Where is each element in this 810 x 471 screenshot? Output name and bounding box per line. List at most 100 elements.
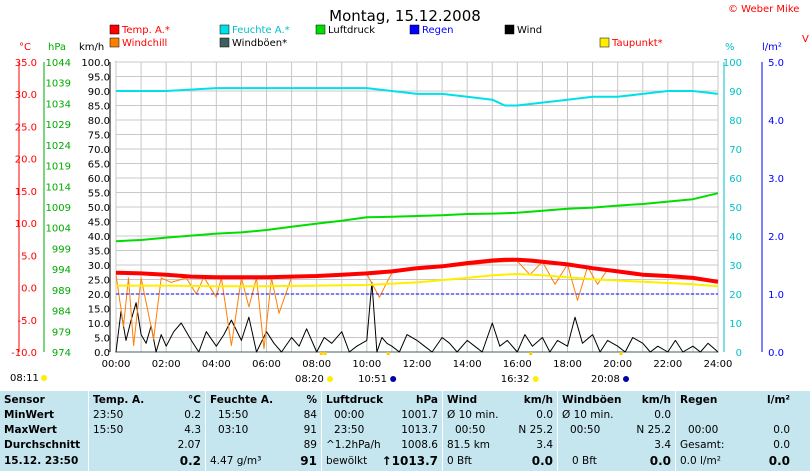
humidity-unit: %	[306, 394, 317, 406]
time-marker-label: 10:51	[358, 374, 387, 385]
durchschnitt-label: Durchschnitt	[4, 439, 81, 451]
rain-tick-label: 0.0	[768, 348, 784, 359]
temp-max-value: 4.3	[184, 424, 201, 436]
maxwert-label: MaxWert	[4, 424, 57, 436]
pressure-tick-label: 994	[52, 265, 71, 276]
legend-swatch	[219, 37, 230, 48]
temp-tick-label: 10.0	[15, 219, 37, 230]
pressure-tick-label: 1024	[46, 141, 71, 152]
legend-label: Feuchte A.*	[232, 25, 290, 36]
gusts-unit: km/h	[641, 394, 671, 406]
rain-tick-label: 1.0	[768, 290, 784, 301]
wind-tick-label: 85.0	[88, 102, 110, 113]
temp-tick-label: 30.0	[15, 90, 37, 101]
humidity-tick-label: 60	[729, 174, 742, 185]
humidity-tick-label: 10	[729, 319, 742, 330]
temp-tick-label: 25.0	[15, 122, 37, 133]
statistics-table: Sensor MinWert MaxWert Durchschnitt 15.1…	[0, 391, 810, 471]
rain-tick-label: 5.0	[768, 58, 784, 69]
rain-amount: 0.0 l/m²	[680, 455, 721, 467]
pressure-tick-label: 999	[52, 244, 71, 255]
rain-total-value: 0.0	[773, 439, 790, 451]
stats-col-wind: Wind km/h Ø 10 min. 0.0 00:50 N 25.2 81.5 k…	[443, 391, 557, 471]
sensor-header: Sensor	[4, 394, 45, 406]
x-tick-label: 18:00	[553, 359, 582, 370]
wind-avg-value: 3.4	[536, 439, 553, 451]
legend-swatch	[109, 37, 120, 48]
humidity-unit-label: %	[725, 42, 735, 53]
weather-chart: Montag, 15.12.2008 © Weber Mike V Temp. …	[10, 4, 809, 385]
gusts-max-time: 00:50	[570, 424, 601, 436]
pressure-tick-label: 1029	[46, 120, 71, 131]
temp-tick-label: 5.0	[21, 251, 37, 262]
humidity-min-value: 84	[303, 409, 317, 421]
pressure-current-value: ↑1013.7	[381, 454, 438, 468]
wind-tick-label: 60.0	[88, 174, 110, 185]
stats-col-gusts: Windböen km/h Ø 10 min. 0.0 00:50 N 25.2 3.…	[558, 391, 675, 471]
series-line-tempa	[115, 257, 719, 284]
pressure-tick-label: 1009	[46, 203, 71, 214]
x-tick-label: 16:00	[503, 359, 532, 370]
wind-tick-label: 70.0	[88, 145, 110, 156]
humidity-tick-label: 40	[729, 232, 742, 243]
x-tick-label: 20:00	[603, 359, 632, 370]
wind-tick-label: 0.0	[94, 348, 110, 359]
moon-icon	[623, 376, 630, 382]
rain-total-label: Gesamt:	[680, 439, 725, 451]
temp-unit: °C	[188, 394, 201, 406]
gusts-avg-value: 3.4	[654, 439, 671, 451]
legend-swatch	[409, 24, 420, 35]
wind-tick-label: 100.0	[81, 58, 110, 69]
legend-swatch	[219, 24, 230, 35]
gusts-header: Windböen	[562, 394, 622, 406]
pressure-tick-label: 1044	[46, 58, 71, 69]
wind-beaufort: 0 Bft	[447, 455, 472, 467]
gusts-max-value: N 25.2	[636, 424, 671, 436]
time-markers: 08:11 08:20 10:51 16:32 20:08	[10, 352, 630, 385]
time-marker-label: 16:32	[501, 374, 530, 385]
chart-plot-area	[115, 87, 719, 353]
humidity-max-time: 03:10	[218, 424, 249, 436]
current-time-label: 15.12. 23:50	[4, 455, 79, 467]
humidity-header: Feuchte A.	[210, 394, 274, 406]
wind-tick-label: 5.0	[94, 334, 110, 345]
humidity-tick-label: 0	[736, 348, 742, 359]
humidity-max-value: 91	[303, 424, 317, 436]
wind-distance: 81.5 km	[447, 439, 491, 451]
temp-max-time: 15:50	[93, 424, 124, 436]
humidity-avg-value: 89	[303, 439, 317, 451]
x-tick-label: 24:00	[704, 359, 733, 370]
wind-current-value: 0.0	[531, 454, 553, 468]
pressure-unit-label: hPa	[48, 42, 66, 53]
series-line-taupunkt	[116, 273, 719, 288]
temp-min-value: 0.2	[184, 409, 201, 421]
sun-icon	[41, 375, 47, 381]
wind-tick-label: 95.0	[88, 73, 110, 84]
humidity-current-value: 91	[300, 454, 317, 468]
humidity-min-time: 15:50	[218, 409, 249, 421]
legend-swatch	[599, 37, 610, 48]
pressure-tick-label: 1019	[46, 162, 71, 173]
moon-icon	[390, 376, 397, 382]
pressure-tick-label: 984	[52, 307, 71, 318]
temp-tick-label: -5.0	[17, 316, 37, 327]
stats-col-humidity: Feuchte A.% 15:50 84 03:10 91 89 4.47 g/m³…	[206, 391, 321, 471]
wind-tick-label: 25.0	[88, 276, 110, 287]
x-tick-label: 02:00	[152, 359, 181, 370]
temp-tick-label: 35.0	[15, 58, 37, 69]
temp-tick-label: 20.0	[15, 155, 37, 166]
temp-tick-label: -10.0	[11, 348, 37, 359]
minwert-label: MinWert	[4, 409, 55, 421]
pressure-tick-label: 1014	[46, 182, 71, 193]
series-line-feuchtea	[116, 87, 719, 107]
copyright-label: © Weber Mike	[728, 4, 799, 15]
gusts-current-value: 0.0	[649, 454, 671, 468]
chart-legend: Temp. A.* Feuchte A.* Luftdruck Regen Wind Ta…	[109, 24, 663, 49]
gusts-min-label: Ø 10 min.	[562, 409, 614, 421]
pressure-tick-label: 1039	[46, 79, 71, 90]
rain-tick-label: 2.0	[768, 232, 784, 243]
wind-tick-label: 40.0	[88, 232, 110, 243]
wind-tick-label: 65.0	[88, 160, 110, 171]
wind-tick-label: 50.0	[88, 203, 110, 214]
pressure-tick-label: 1034	[46, 99, 71, 110]
